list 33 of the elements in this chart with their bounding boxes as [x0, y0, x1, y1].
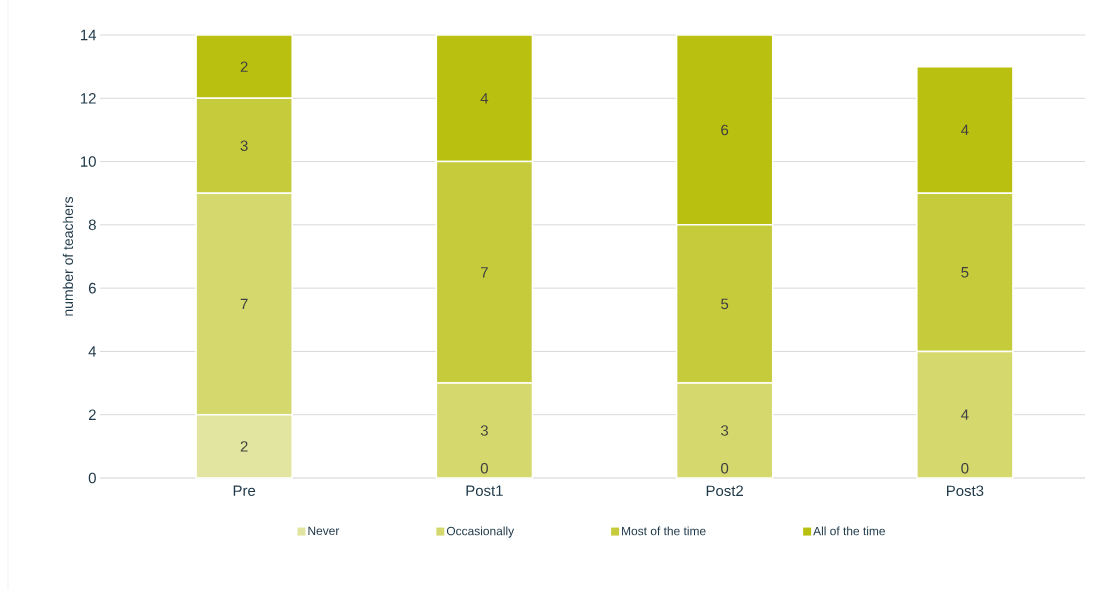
data-label: 3 [240, 140, 248, 152]
data-label: 2 [240, 61, 248, 72]
data-label: 4 [480, 93, 489, 104]
y-tick-label: 12 [81, 93, 96, 104]
legend-label: Occasionally [446, 526, 515, 538]
annotation: 0 [721, 462, 729, 474]
data-label: 5 [721, 298, 729, 310]
y-tick-label: 14 [81, 29, 97, 41]
y-tick-label: 0 [88, 472, 96, 484]
y-tick-label: 10 [81, 156, 96, 167]
x-tick-label: Post2 [706, 485, 743, 497]
y-tick-label: 4 [88, 346, 97, 357]
y-axis-title: number of teachers [62, 196, 74, 316]
data-label: 3 [721, 425, 729, 436]
data-label: 4 [961, 409, 969, 420]
x-tick-label: Post3 [947, 485, 984, 497]
legend-label: All of the time [813, 526, 885, 536]
legend-label: Never [308, 526, 340, 536]
data-label: 6 [721, 124, 729, 136]
x-tick-label: Post1 [466, 485, 503, 496]
data-label: 7 [240, 298, 248, 310]
annotation: 0 [480, 462, 488, 474]
data-label: 4 [961, 124, 969, 136]
data-label: 3 [480, 425, 488, 436]
x-tick-label: Pre [233, 485, 256, 496]
y-tick-label: 2 [88, 409, 96, 420]
data-label: 2 [240, 441, 248, 452]
data-label: 5 [961, 267, 969, 278]
annotation: 0 [961, 462, 969, 474]
data-label: 7 [481, 267, 488, 278]
legend-label: Most of the time [622, 526, 706, 536]
y-tick-label: 8 [88, 219, 96, 231]
y-tick-label: 6 [88, 282, 96, 294]
